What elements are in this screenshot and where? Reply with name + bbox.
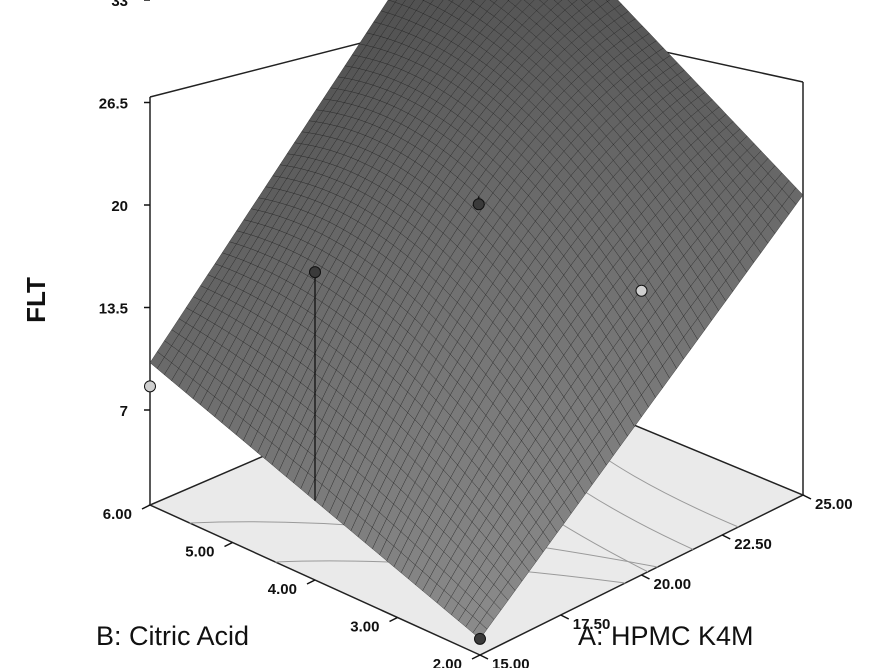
- y-tick-mark: [471, 654, 481, 660]
- y-tick-label: 6.00: [103, 506, 132, 523]
- x-tick-label: 17.50: [573, 616, 611, 633]
- y-tick-mark: [306, 579, 316, 585]
- x-tick-label: 20.00: [654, 576, 692, 593]
- z-tick-label: 33: [111, 0, 128, 10]
- response-surface: [149, 0, 804, 640]
- surface-cell: [489, 0, 498, 4]
- z-axis-ticks: 7 13.5 20 26.5 33: [99, 0, 150, 420]
- x-tick-label: 22.50: [734, 536, 772, 553]
- y-tick-label: 5.00: [185, 544, 214, 561]
- x-tick-label: 25.00: [815, 496, 853, 513]
- z-tick-label: 20: [111, 198, 128, 215]
- design-point: [474, 632, 486, 645]
- y-tick-label: 3.00: [350, 619, 379, 636]
- x-tick-mark: [641, 574, 650, 580]
- x-tick-label: 15.00: [492, 656, 530, 668]
- design-point: [309, 266, 321, 279]
- z-axis-title: FLT: [21, 277, 51, 323]
- design-point: [472, 198, 485, 211]
- z-tick-label: 7: [120, 403, 128, 420]
- x-tick-mark: [560, 614, 570, 620]
- x-axis-ticks: 15.00 17.50 20.00 22.50 25.00: [479, 494, 853, 668]
- surface-cell: [539, 0, 549, 5]
- y-tick-label: 4.00: [268, 581, 297, 598]
- surface-cell: [553, 0, 563, 4]
- x-tick-mark: [721, 534, 731, 540]
- surface-cell: [470, 0, 475, 2]
- design-point: [635, 284, 648, 297]
- z-tick-label: 13.5: [99, 301, 128, 318]
- y-tick-mark: [141, 504, 151, 510]
- design-point: [144, 380, 156, 393]
- y-tick-mark: [389, 616, 398, 623]
- surface-cell: [605, 0, 610, 2]
- z-tick-label: 26.5: [99, 96, 128, 113]
- design-points: [144, 196, 648, 645]
- x-tick-mark: [479, 654, 489, 660]
- x-tick-mark: [802, 494, 812, 500]
- y-tick-mark: [224, 541, 233, 548]
- y-tick-label: 2.00: [433, 656, 462, 668]
- y-axis-title: B: Citric Acid: [96, 621, 249, 651]
- x-axis-title: A: HPMC K4M: [578, 621, 754, 651]
- y-axis-ticks: 2.00 3.00 4.00 5.00 6.00: [103, 504, 481, 668]
